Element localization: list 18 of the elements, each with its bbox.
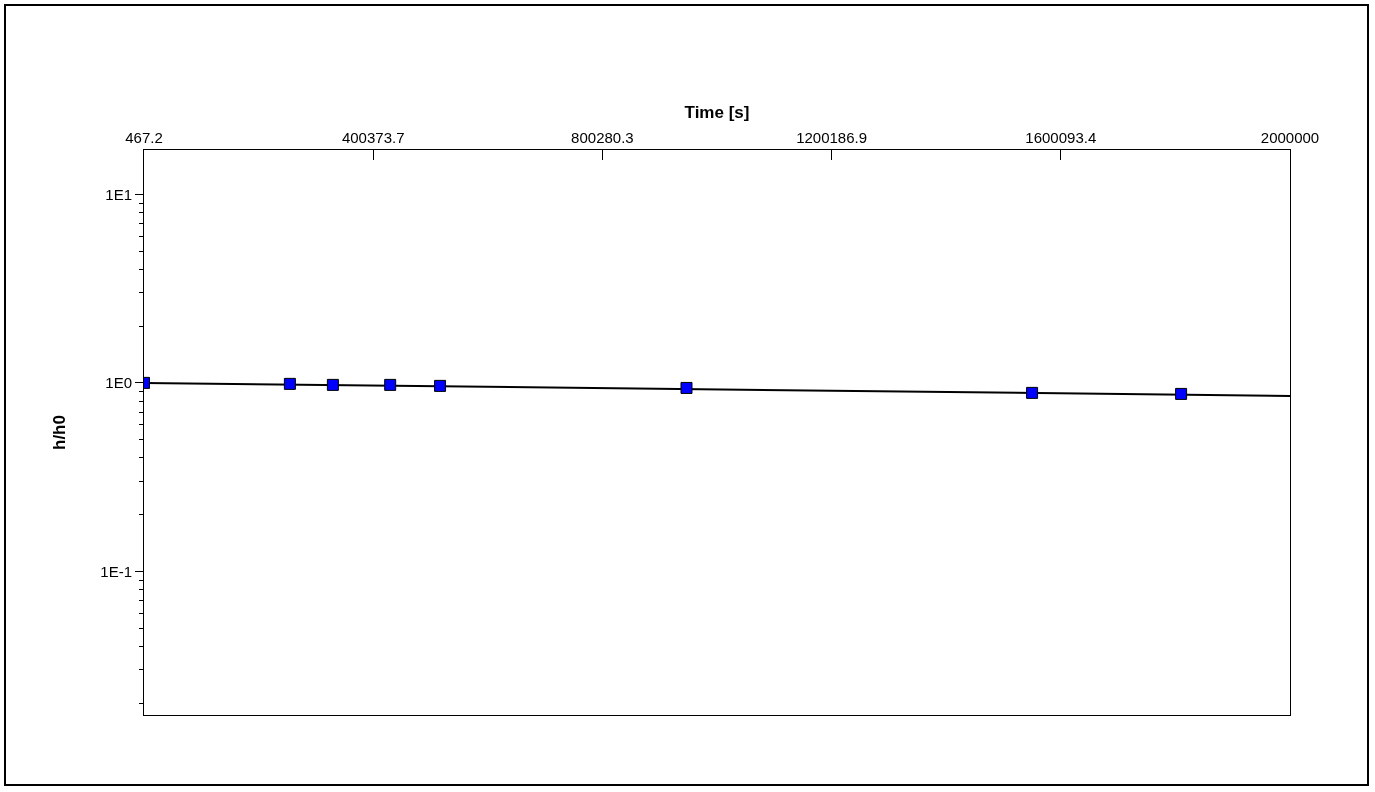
x-axis-title: Time [s]	[684, 102, 750, 122]
y-tick-label: 1E1	[105, 185, 132, 203]
x-tick-label: 1200186.9	[796, 129, 868, 146]
point	[1026, 386, 1039, 399]
point	[1175, 387, 1188, 400]
x-tick-label: 1600093.4	[1025, 129, 1097, 146]
point	[680, 381, 693, 394]
point	[384, 378, 397, 391]
point	[283, 377, 296, 390]
x-tick-label: 2000000	[1260, 129, 1320, 146]
point	[434, 379, 447, 392]
x-tick-label: 400373.7	[341, 129, 405, 146]
x-tick-label: 800280.3	[571, 129, 634, 146]
y-axis-title: h/h0	[49, 415, 69, 450]
x-tick-label: 467.2	[125, 129, 163, 146]
point	[326, 378, 339, 391]
y-tick-label: 1E0	[105, 374, 132, 392]
y-tick-label: 1E-1	[100, 562, 132, 580]
